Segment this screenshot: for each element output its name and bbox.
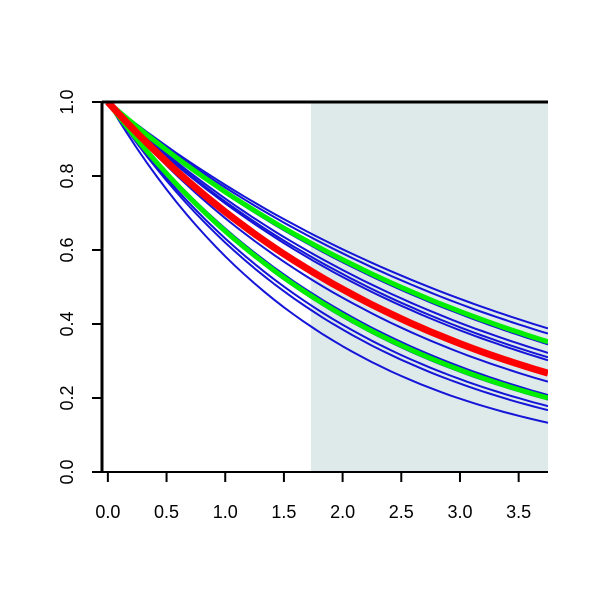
x-tick-label: 2.5 [389, 502, 414, 522]
y-tick-label: 0.8 [57, 163, 77, 188]
axes: 0.0 0.5 1.0 1.5 2.0 2.5 3.0 3.5 0.0 0.2 0.4 0.6 0.8 1… [57, 89, 548, 522]
series-line-band-0 [107, 102, 548, 330]
x-tick-label: 1.5 [271, 502, 296, 522]
series-line-band-1 [107, 102, 548, 335]
y-tick-label: 0.2 [57, 385, 77, 410]
series-line-band-3 [107, 102, 548, 354]
y-tick-label: 0.6 [57, 237, 77, 262]
series-line-band-11 [107, 102, 548, 424]
series-line-band-10 [107, 102, 548, 412]
x-tick-label: 1.0 [213, 502, 238, 522]
series-line-estimate-14 [105, 102, 548, 377]
y-tick-label: 0.0 [57, 459, 77, 484]
series-line-bound-13 [105, 102, 548, 401]
x-tick-label: 3.5 [506, 502, 531, 522]
x-tick-label: 0.0 [95, 502, 120, 522]
plot-area [105, 102, 548, 472]
series-line-band-6 [107, 102, 548, 383]
y-tick-label: 1.0 [57, 89, 77, 114]
x-tick-label: 3.0 [447, 502, 472, 522]
series-line-band-4 [107, 102, 548, 359]
x-tick-label: 0.5 [154, 502, 179, 522]
series-line-bound-12 [106, 102, 548, 345]
y-tick-label: 0.4 [57, 311, 77, 336]
series-line-band-5 [107, 102, 548, 362]
series-line-band-9 [107, 102, 548, 408]
x-tick-label: 2.0 [330, 502, 355, 522]
